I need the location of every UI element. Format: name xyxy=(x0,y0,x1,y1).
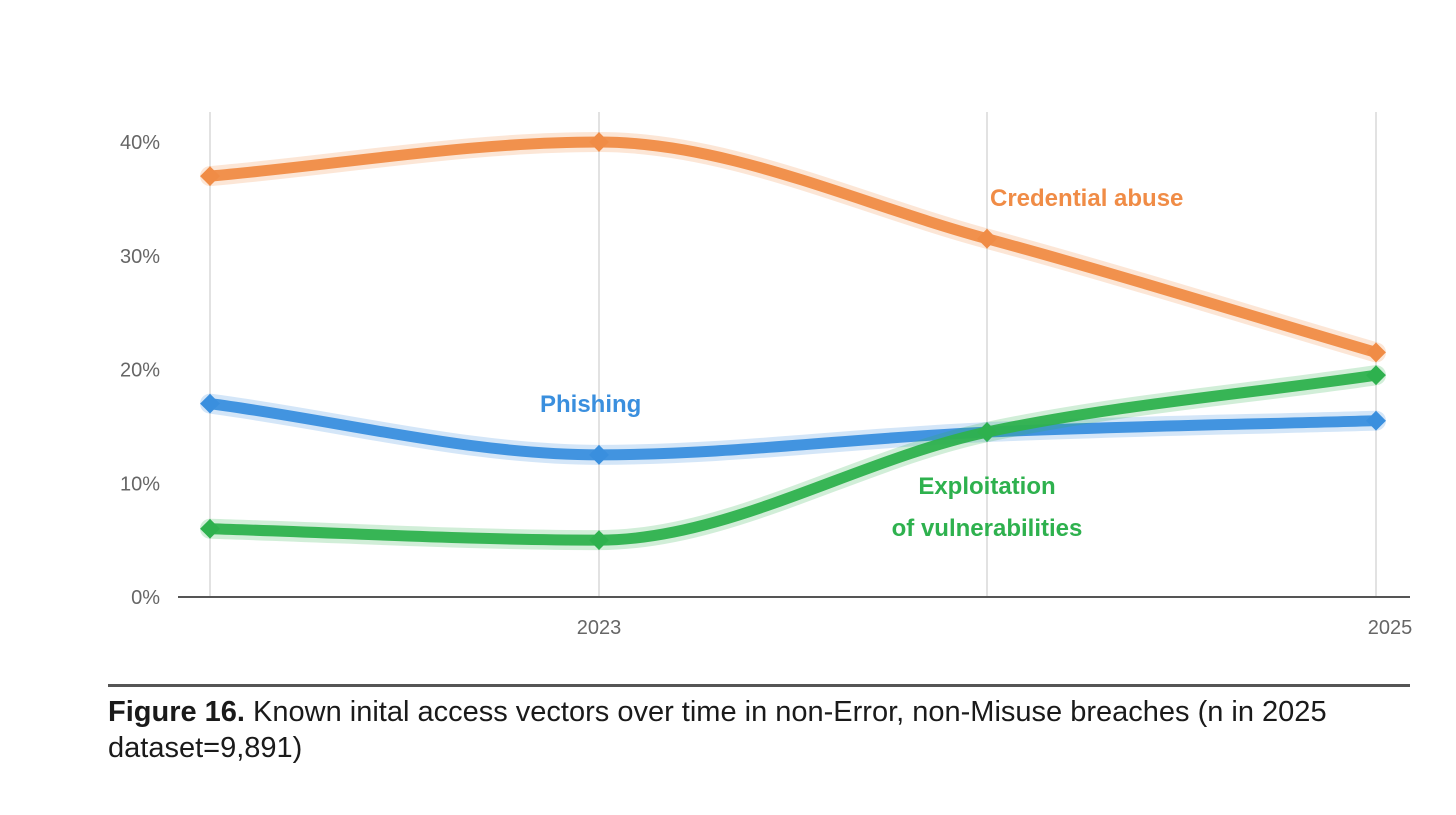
series-label-exploitation: of vulnerabilities xyxy=(892,515,1083,542)
x-axis-ticks: 2023 2025 xyxy=(577,617,1413,639)
series-line xyxy=(204,398,1382,461)
y-tick-label: 20% xyxy=(120,360,160,382)
series-line xyxy=(204,369,1382,546)
figure-label: Figure 16. xyxy=(108,696,245,728)
y-tick-label: 10% xyxy=(120,473,160,495)
series-label-phishing: Phishing xyxy=(540,391,641,418)
x-tick-label: 2023 xyxy=(577,617,622,639)
data-point xyxy=(1366,410,1386,431)
y-tick-label: 40% xyxy=(120,132,160,154)
line-chart: 0% 10% 20% 30% 40% 2023 2025 Credential abuse… xyxy=(120,112,1413,639)
data-point xyxy=(200,166,220,187)
series-exploitation xyxy=(200,365,1386,551)
series-label-credential-abuse: Credential abuse xyxy=(990,185,1183,212)
figure-caption: Figure 16. Known inital access vectors o… xyxy=(108,694,1408,766)
y-tick-label: 0% xyxy=(131,587,160,609)
x-tick-label: 2025 xyxy=(1368,617,1413,639)
series-credential-abuse xyxy=(200,131,1386,363)
series-labels: Credential abuse Phishing Exploitation of v… xyxy=(540,185,1183,542)
data-point xyxy=(589,530,609,551)
y-axis-ticks: 0% 10% 20% 30% 40% xyxy=(120,132,160,609)
data-point xyxy=(977,422,997,442)
data-point xyxy=(1366,365,1386,386)
series-lines xyxy=(200,131,1386,551)
series-line xyxy=(204,136,1382,358)
data-point xyxy=(200,393,220,414)
caption-text: Known inital access vectors over time in… xyxy=(108,696,1327,764)
y-tick-label: 30% xyxy=(120,246,160,268)
data-point xyxy=(1366,342,1386,363)
series-label-exploitation: Exploitation xyxy=(918,473,1055,500)
caption-divider xyxy=(108,684,1410,687)
data-point xyxy=(589,444,609,465)
